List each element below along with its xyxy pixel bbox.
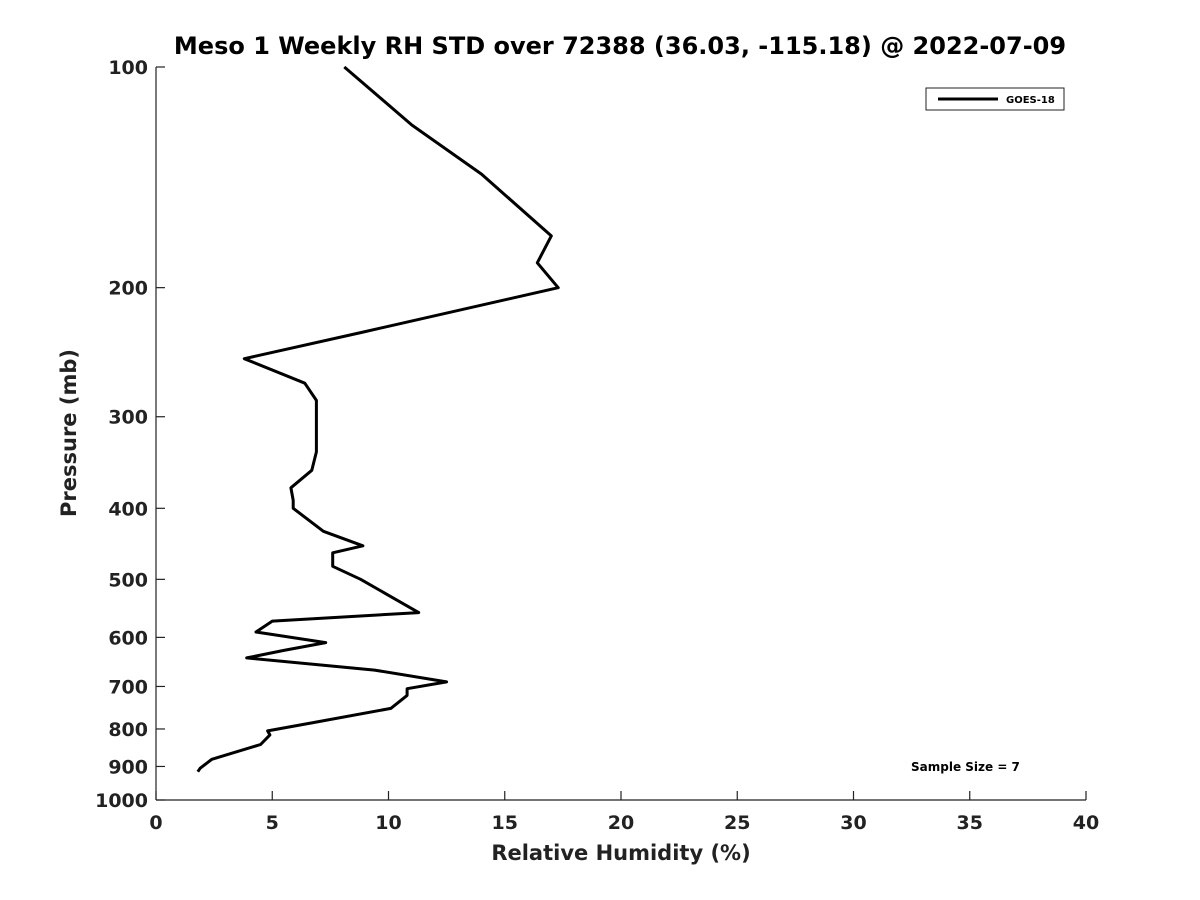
x-tick-label: 20	[608, 812, 634, 834]
y-tick-label: 800	[108, 719, 148, 741]
y-tick-label: 600	[108, 627, 148, 649]
y-tick-label: 1000	[95, 790, 148, 812]
y-axis-ticks: 100 200 300 400 500 600 700 800 900 1000	[95, 57, 165, 812]
y-tick-label: 100	[108, 57, 148, 79]
x-tick-label: 30	[840, 812, 866, 834]
x-tick-label: 15	[492, 812, 518, 834]
y-tick-label: 500	[108, 569, 148, 591]
x-tick-label: 5	[266, 812, 279, 834]
x-tick-label: 35	[957, 812, 983, 834]
legend: GOES-18	[925, 87, 1065, 111]
y-axis-label: Pressure (mb)	[57, 349, 81, 517]
legend-entry-goes-18: GOES-18	[1006, 95, 1055, 106]
x-tick-label: 40	[1073, 812, 1099, 834]
y-tick-label: 900	[108, 756, 148, 778]
series-group	[196, 65, 560, 773]
x-tick-label: 25	[724, 812, 750, 834]
x-axis-ticks: 0 5 10 15 20 25 30 35 40	[149, 791, 1099, 834]
sample-size-annotation: Sample Size = 7	[911, 760, 1020, 774]
y-tick-label: 700	[108, 676, 148, 698]
chart-title: Meso 1 Weekly RH STD over 72388 (36.03, …	[174, 32, 1066, 60]
y-tick-label: 400	[108, 498, 148, 520]
x-tick-label: 0	[149, 812, 162, 834]
y-tick-label: 200	[108, 278, 148, 300]
y-tick-label: 300	[108, 407, 148, 429]
plot-frame	[155, 67, 1086, 801]
x-axis-label: Relative Humidity (%)	[491, 841, 750, 865]
x-tick-label: 10	[375, 812, 401, 834]
series-line-goes-18	[196, 65, 560, 773]
